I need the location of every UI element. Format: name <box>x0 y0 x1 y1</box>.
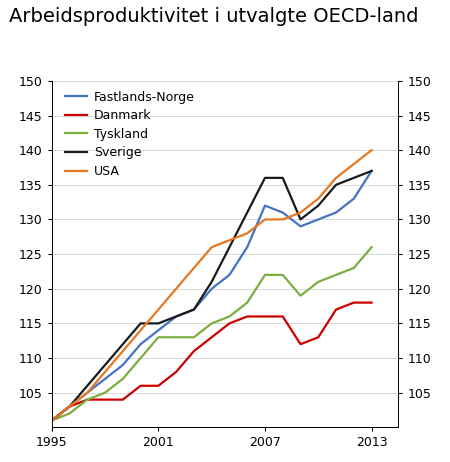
Legend: Fastlands-Norge, Danmark, Tyskland, Sverige, USA: Fastlands-Norge, Danmark, Tyskland, Sver… <box>65 91 194 178</box>
Text: Arbeidsproduktivitet i utvalgte OECD-land: Arbeidsproduktivitet i utvalgte OECD-lan… <box>9 7 418 26</box>
